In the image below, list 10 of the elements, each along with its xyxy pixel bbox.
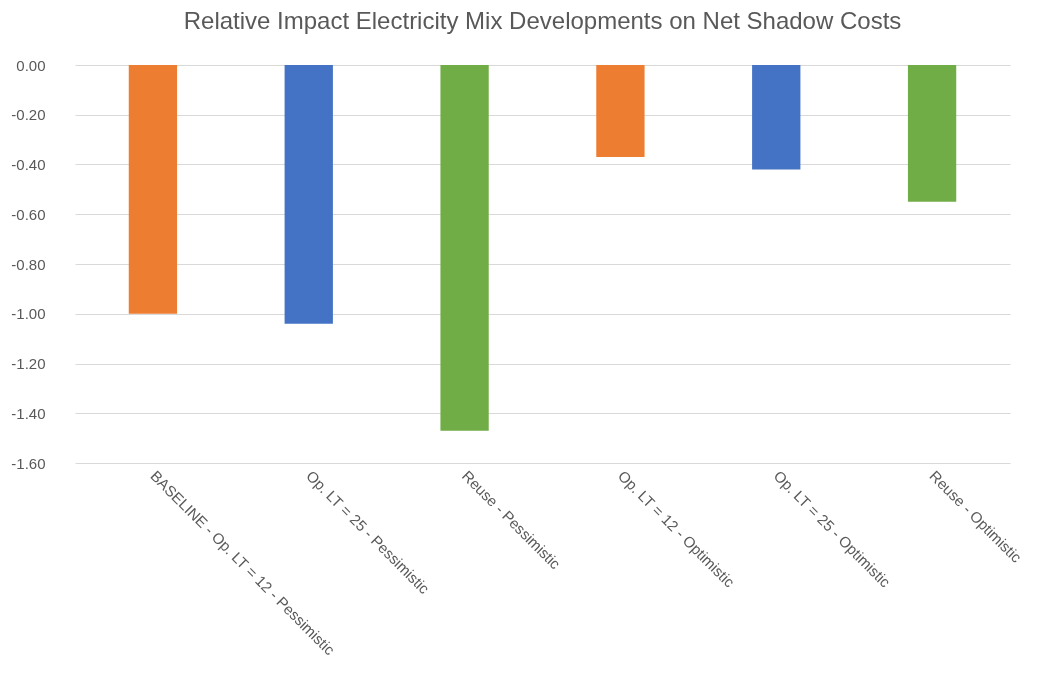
y-tick-label: -0.20 <box>11 106 46 124</box>
y-tick-label: -1.40 <box>11 404 46 422</box>
y-tick-label: -1.60 <box>11 454 46 472</box>
chart-title: Relative Impact Electricity Mix Developments on Net Shadow Costs <box>183 7 902 34</box>
y-tick-label: -0.80 <box>11 255 46 273</box>
y-tick-label: 0.00 <box>16 56 46 74</box>
y-tick-label: -1.00 <box>11 305 46 323</box>
y-tick-label: -0.60 <box>11 205 46 223</box>
y-tick-label: -0.40 <box>11 156 46 173</box>
y-tick-label: -1.20 <box>11 355 46 372</box>
